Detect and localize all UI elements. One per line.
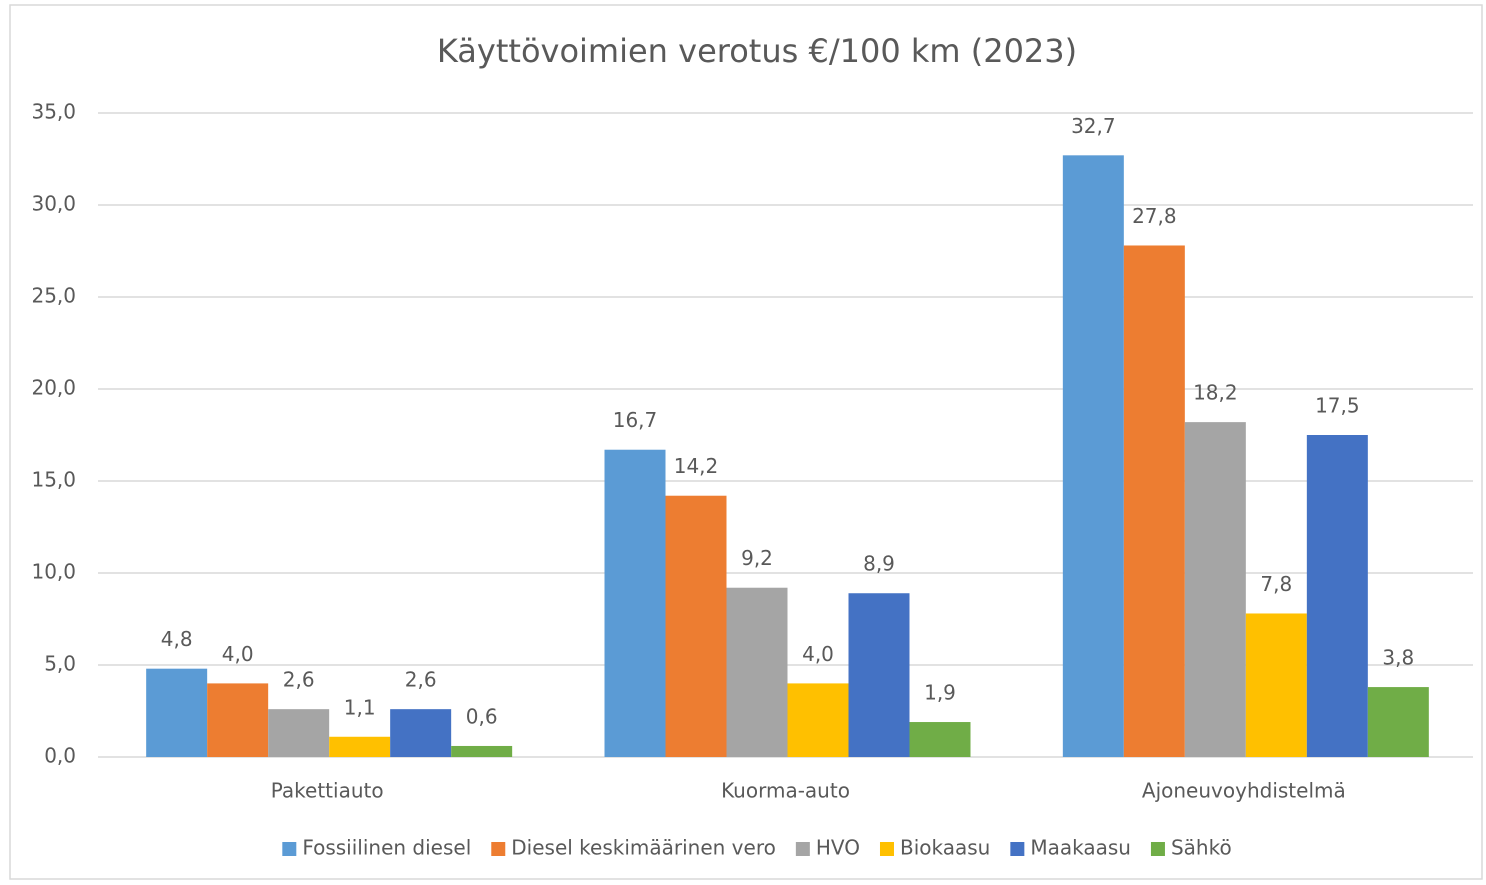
legend-swatch	[879, 842, 894, 856]
y-tick-label: 10,0	[31, 560, 76, 584]
bar	[604, 449, 666, 757]
bar	[1367, 687, 1429, 757]
data-label: 16,7	[613, 408, 658, 432]
legend-label: Maakaasu	[1030, 836, 1131, 860]
legend-swatch	[491, 842, 506, 856]
data-label: 2,6	[283, 668, 315, 692]
y-tick-label: 20,0	[31, 376, 76, 400]
x-tick-label: Pakettiauto	[271, 779, 384, 803]
data-label: 4,0	[802, 642, 834, 666]
legend-swatch	[795, 842, 810, 856]
data-label: 3,8	[1382, 646, 1414, 670]
data-label: 4,8	[161, 627, 193, 651]
legend-label: HVO	[816, 836, 860, 860]
bar	[1245, 613, 1307, 757]
bar	[1306, 435, 1368, 757]
x-tick-label: Ajoneuvoyhdistelmä	[1142, 779, 1346, 803]
y-tick-label: 0,0	[44, 744, 76, 768]
bar	[451, 745, 513, 757]
bar	[848, 593, 910, 757]
data-label: 8,9	[863, 552, 895, 576]
data-label: 32,7	[1071, 114, 1116, 138]
bar	[665, 495, 727, 757]
y-tick-label: 5,0	[44, 652, 76, 676]
bar	[909, 722, 971, 757]
legend-label: Diesel keskimäärinen vero	[511, 836, 776, 860]
data-label: 27,8	[1132, 204, 1177, 228]
y-tick-label: 35,0	[31, 100, 76, 124]
data-label: 1,9	[924, 681, 956, 705]
legend-swatch	[1150, 842, 1165, 856]
bar	[390, 709, 452, 757]
chart-title: Käyttövoimien verotus €/100 km (2023)	[437, 32, 1077, 70]
x-tick-label: Kuorma-auto	[721, 779, 850, 803]
bar	[1062, 155, 1124, 757]
bar	[787, 683, 849, 757]
data-label: 2,6	[405, 668, 437, 692]
data-label: 7,8	[1260, 572, 1292, 596]
data-label: 17,5	[1315, 394, 1360, 418]
y-tick-label: 15,0	[31, 468, 76, 492]
bar	[329, 736, 391, 757]
bar	[1184, 422, 1246, 757]
bar	[1123, 245, 1185, 758]
data-label: 1,1	[344, 695, 376, 719]
bar	[268, 709, 330, 757]
legend-swatch	[282, 842, 297, 856]
legend-label: Sähkö	[1171, 836, 1232, 860]
data-label: 9,2	[741, 546, 773, 570]
data-label: 4,0	[222, 642, 254, 666]
legend-swatch	[1010, 842, 1025, 856]
legend-label: Biokaasu	[900, 836, 990, 860]
bar	[726, 587, 788, 757]
data-label: 14,2	[674, 454, 719, 478]
y-tick-label: 25,0	[31, 284, 76, 308]
data-label: 0,6	[466, 704, 498, 728]
bar	[207, 683, 269, 757]
data-label: 18,2	[1193, 381, 1238, 405]
bar	[146, 668, 208, 757]
y-tick-label: 30,0	[31, 192, 76, 216]
legend-label: Fossiilinen diesel	[302, 836, 471, 860]
